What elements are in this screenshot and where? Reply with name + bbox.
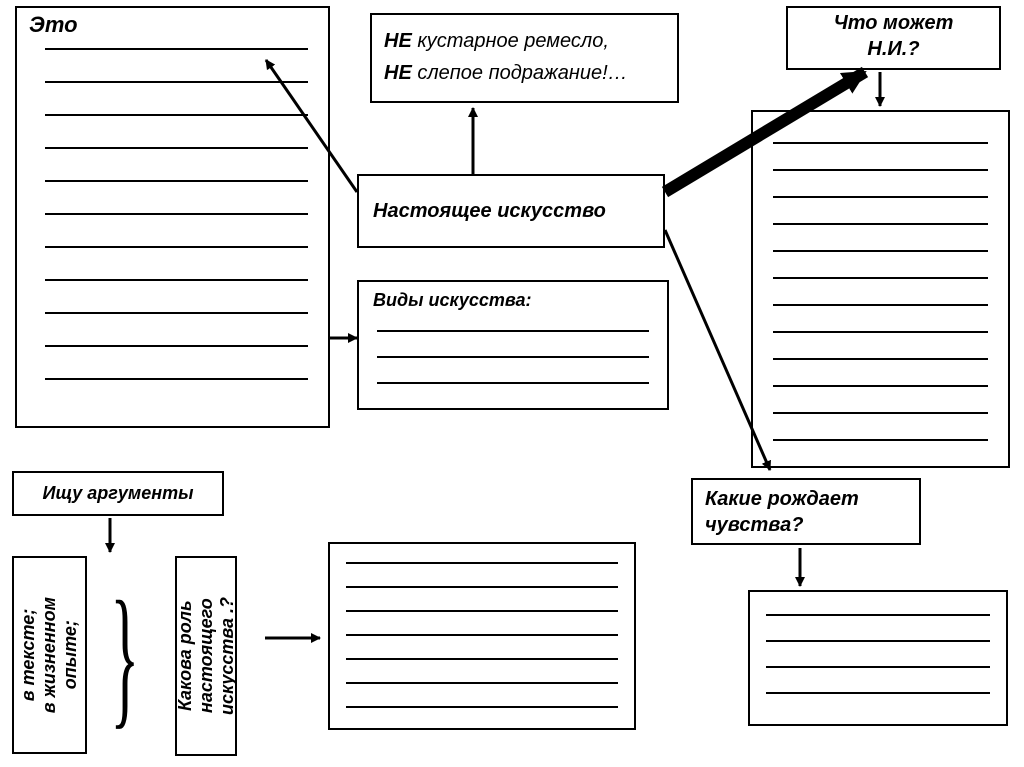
box-ne: НЕ кустарное ремесло, НЕ слепое подражан… [370,13,679,103]
brace: } [110,578,139,734]
box-ishu: Ищу аргументы [12,471,224,516]
box-blank-mid [328,542,636,730]
ne-line-1: НЕ слепое подражание!… [384,57,665,89]
vtekste-text: в тексте; в жизненном опыте; [18,597,81,713]
box-vidy: Виды искусства: [357,280,669,410]
box-nast: Настоящее искусство [357,174,665,248]
rol-text: Какова роль настоящего искусства .? [175,597,238,715]
chto-text: Что может Н.И.? [788,8,999,62]
ishu-text: Ищу аргументы [43,483,194,504]
box-eto: Это [15,6,330,428]
box-vtekste: в тексте; в жизненном опыте; [12,556,87,754]
box-blank-right [748,590,1008,726]
box-rol: Какова роль настоящего искусства .? [175,556,237,756]
ne-line-0: НЕ кустарное ремесло, [384,25,665,57]
eto-title: Это [29,12,78,38]
box-notebook [751,110,1010,468]
box-kakie: Какие рождает чувства? [691,478,921,545]
box-chto: Что может Н.И.? [786,6,1001,70]
diagram-stage: Это НЕ кустарное ремесло, НЕ слепое подр… [0,0,1024,767]
kakie-text: Какие рождает чувства? [705,486,907,538]
nast-text: Настоящее искусство [359,200,606,223]
vidy-title: Виды искусства: [373,290,532,311]
